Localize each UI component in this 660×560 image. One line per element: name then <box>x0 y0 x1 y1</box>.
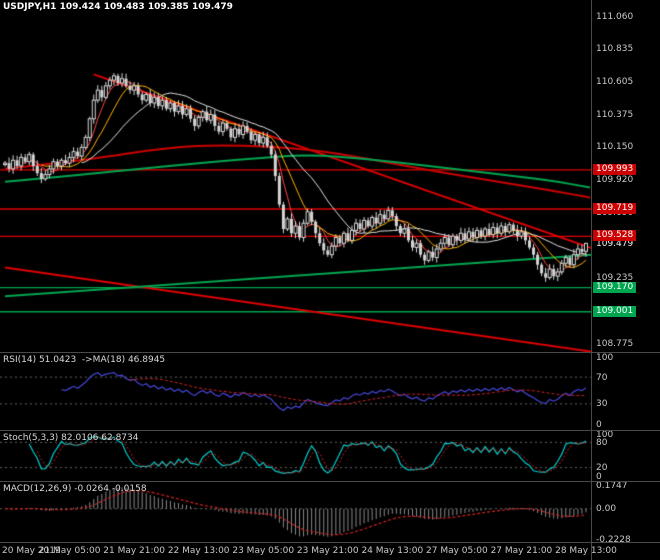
rsi-axis-label: 70 <box>596 372 608 383</box>
stochastic-panel-canvas[interactable] <box>0 431 592 481</box>
time-axis-label: 21 May 05:00 <box>38 546 101 556</box>
macd-axis: 0.1747 0.00 -0.2228 <box>592 480 660 545</box>
stochastic-axis-label: 0 <box>596 471 602 482</box>
stochastic-axis: 100 80 20 0 <box>592 429 660 482</box>
time-axis-label: 23 May 21:00 <box>296 546 359 556</box>
time-axis-label: 24 May 13:00 <box>361 546 424 556</box>
stochastic-axis-label: 100 <box>596 429 614 440</box>
price-axis-label: 110.375 <box>596 110 634 121</box>
axis-separator <box>591 0 592 560</box>
price-axis-label: 110.605 <box>596 77 634 88</box>
price-axis-label: 110.835 <box>596 44 634 55</box>
panel-separator <box>0 481 660 482</box>
time-axis-label: 27 May 05:00 <box>426 546 488 556</box>
rsi-panel-canvas[interactable] <box>0 353 592 430</box>
chart-title: USDJPY,H1 109.424 109.483 109.385 109.47… <box>3 2 233 12</box>
macd-axis-label: 0.1747 <box>596 480 628 491</box>
price-level-badge: 109.993 <box>593 163 637 175</box>
stochastic-axis-label: 80 <box>596 437 608 448</box>
rsi-axis-label: 30 <box>596 399 608 410</box>
price-axis-label: 109.920 <box>596 175 634 186</box>
price-level-badge: 109.001 <box>593 305 637 317</box>
stoch-label: Stoch(5,3,3) 82.0106 62.8734 <box>3 433 139 443</box>
price-level-badge: 109.170 <box>593 281 637 293</box>
time-axis-label: 21 May 21:00 <box>103 546 165 556</box>
rsi-axis: 100 70 30 0 <box>592 353 660 430</box>
macd-axis-label: 0.00 <box>596 504 617 515</box>
price-axis: 111.060 110.835 110.605 110.375 110.150 109.9… <box>592 0 660 352</box>
macd-label: MACD(12,26,9) -0.0264 -0.0158 <box>3 484 147 494</box>
price-level-badge: 109.719 <box>593 203 637 215</box>
time-axis-label: 22 May 13:00 <box>167 546 230 556</box>
time-axis: 20 May 2019 21 May 05:00 21 May 21:00 22 Ma… <box>0 543 660 560</box>
rsi-axis-label: 0 <box>596 419 602 430</box>
price-level-badge: 109.528 <box>593 230 637 242</box>
macd-axis-label: -0.2228 <box>596 534 631 545</box>
price-chart-canvas[interactable] <box>0 0 592 352</box>
price-axis-label: 111.060 <box>596 12 634 23</box>
rsi-label: RSI(14) 51.0423 ->MA(18) 46.8945 <box>3 355 166 365</box>
price-axis-label: 108.775 <box>596 339 634 350</box>
time-axis-label: 23 May 05:00 <box>232 546 295 556</box>
panel-separator <box>0 430 660 431</box>
macd-panel-canvas[interactable] <box>0 482 592 542</box>
stochastic-axis-label: 20 <box>596 463 608 474</box>
current-price-label: 109.479 <box>596 239 634 250</box>
price-axis-label: 110.150 <box>596 142 634 153</box>
time-axis-label: 20 May 2019 <box>2 546 61 556</box>
price-axis-label: 109.235 <box>596 273 634 284</box>
rsi-axis-label: 100 <box>596 352 614 363</box>
time-axis-label: 27 May 21:00 <box>490 546 553 556</box>
time-axis-label: 28 May 13:00 <box>555 546 617 556</box>
panel-separator <box>0 352 660 353</box>
panel-separator <box>0 542 660 543</box>
